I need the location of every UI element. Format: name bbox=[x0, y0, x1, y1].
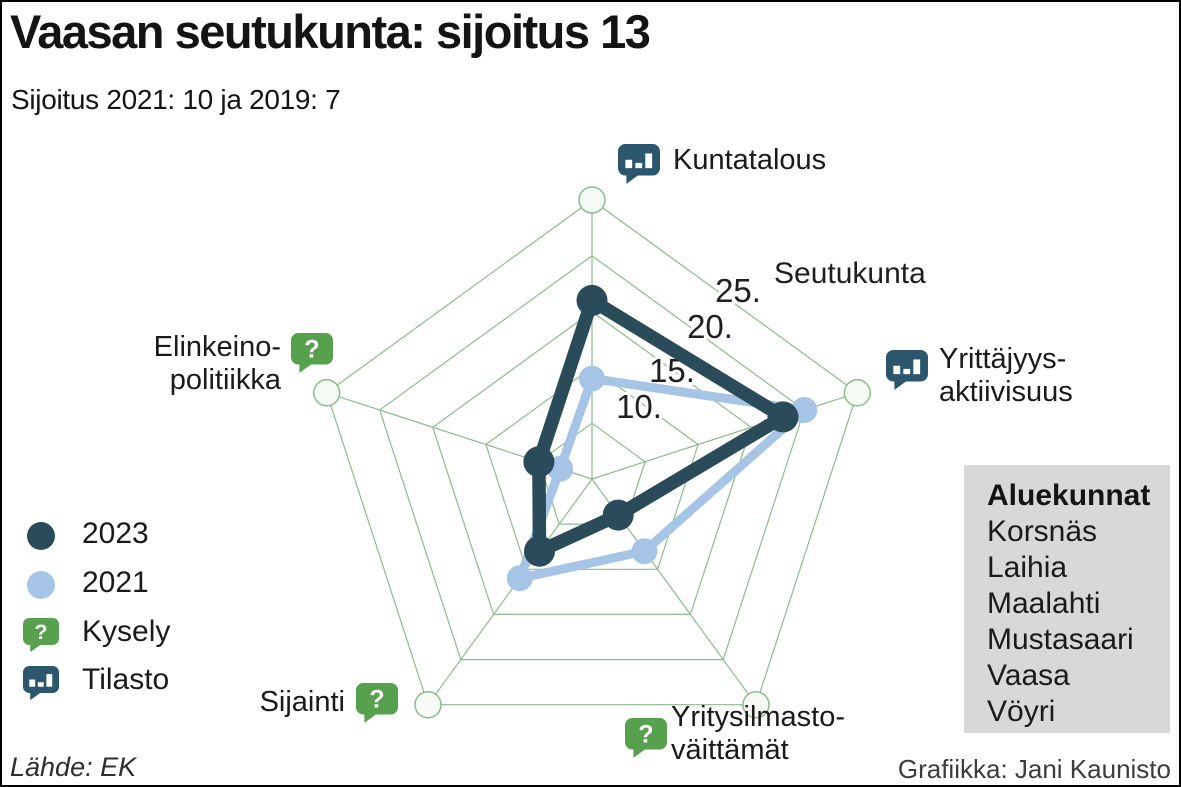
tick-label-20: 20. bbox=[687, 308, 733, 345]
legend-kysely-icon-svg: ? bbox=[23, 618, 59, 653]
kysely-icon-axis-4-bubble bbox=[291, 333, 333, 373]
data-point-2021-0 bbox=[579, 365, 605, 392]
tilasto-icon-axis-1-bar3 bbox=[913, 359, 921, 375]
kysely-icon-axis-2-svg: ? bbox=[625, 718, 667, 758]
data-point-2023-1 bbox=[767, 401, 799, 433]
data-point-2023-3 bbox=[524, 535, 555, 567]
tilasto-icon-axis-0 bbox=[618, 144, 660, 184]
tilasto-icon-axis-0-bar2 bbox=[635, 162, 643, 169]
vertex-circle-2 bbox=[742, 690, 770, 719]
axis-label-line: Yritysilmasto- bbox=[671, 701, 846, 733]
axis-label-sijainti: Sijainti bbox=[260, 686, 345, 719]
kysely-icon-axis-4-svg: ? bbox=[291, 333, 333, 373]
legend-tilasto-icon bbox=[23, 666, 59, 701]
legend-kysely-icon-bubble bbox=[23, 618, 59, 653]
legend-swatch-2021 bbox=[27, 571, 55, 599]
municipality-item: Vaasa bbox=[987, 659, 1070, 692]
credit-note: Grafiikka: Jani Kaunisto bbox=[897, 754, 1171, 784]
axis-label-line: Yrittäjyys- bbox=[939, 343, 1067, 375]
tilasto-icon-axis-1-bar1 bbox=[893, 365, 901, 375]
kysely-icon-axis-3-question-glyph: ? bbox=[369, 686, 384, 714]
data-point-2021-3 bbox=[506, 565, 533, 592]
tilasto-icon-axis-0-svg bbox=[618, 144, 660, 184]
kysely-icon-axis-2-question-glyph: ? bbox=[638, 721, 653, 749]
grid-ring-15 bbox=[432, 310, 752, 616]
tilasto-icon-axis-0-bar1 bbox=[625, 159, 633, 169]
axis-label-yritt-jyys-aktiivisuus: Yrittäjyys-aktiivisuus bbox=[939, 343, 1073, 409]
legend-label-2023: 2023 bbox=[82, 517, 149, 550]
tick-label-10: 10. bbox=[616, 388, 662, 425]
grid-ring-25 bbox=[325, 199, 859, 706]
municipality-item: Maalahti bbox=[987, 587, 1101, 620]
axis-label-line: Elinkeino- bbox=[153, 331, 281, 363]
vertex-circle-4 bbox=[312, 379, 341, 407]
axis-label-elinkeino-politiikka: Elinkeino-politiikka bbox=[154, 331, 281, 397]
source-note: Lähde: EK bbox=[10, 752, 137, 782]
axis-label-line: Kuntatalous bbox=[673, 144, 827, 176]
axis-label-line: politiikka bbox=[169, 364, 281, 396]
page-subtitle: Sijoitus 2021: 10 ja 2019: 7 bbox=[11, 84, 341, 115]
data-point-2023-2 bbox=[602, 499, 634, 531]
kysely-icon-axis-4-question-glyph: ? bbox=[304, 336, 319, 364]
grid-ring-20 bbox=[378, 255, 806, 661]
kysely-icon-axis-3-svg: ? bbox=[356, 683, 398, 723]
kysely-icon-axis-4: ? bbox=[291, 333, 333, 373]
legend-tilasto-icon-bar1 bbox=[29, 679, 36, 687]
data-point-2023-4 bbox=[523, 446, 555, 478]
axis-label-kuntatalous: Kuntatalous bbox=[673, 144, 826, 177]
legend-tilasto-icon-bar3 bbox=[46, 674, 53, 687]
municipality-item: Mustasaari bbox=[987, 623, 1134, 656]
legend-kysely-icon: ? bbox=[23, 618, 59, 653]
series-2023-line bbox=[532, 293, 790, 558]
data-point-2023-0 bbox=[576, 284, 608, 316]
municipality-item: Laihia bbox=[987, 551, 1068, 584]
legend-label-tilasto: Tilasto bbox=[82, 663, 170, 696]
legend-swatch-2023 bbox=[27, 522, 55, 550]
tilasto-icon-axis-1 bbox=[886, 350, 928, 390]
tilasto-icon-axis-1-svg bbox=[886, 350, 928, 390]
legend-label-kysely: Kysely bbox=[82, 615, 171, 648]
grid-spoke-3 bbox=[427, 478, 593, 706]
aluekunnat-box: Aluekunnat Korsnäs Laihia Maalahti Mustasaa… bbox=[964, 465, 1170, 733]
data-point-2021-2 bbox=[631, 538, 658, 565]
tick-label-25: 25. bbox=[715, 272, 761, 309]
scale-label: Seutukunta bbox=[774, 257, 926, 290]
municipality-item: Korsnäs bbox=[987, 515, 1098, 548]
legend-tilasto-icon-bar2 bbox=[37, 682, 44, 687]
axis-label-line: aktiivisuus bbox=[939, 376, 1073, 408]
tilasto-icon-axis-1-bar2 bbox=[903, 368, 911, 375]
municipality-item: Vöyri bbox=[987, 695, 1056, 728]
kysely-icon-axis-3-bubble bbox=[356, 683, 398, 723]
kysely-icon-axis-2: ? bbox=[625, 718, 667, 758]
aluekunnat-title: Aluekunnat bbox=[987, 479, 1151, 512]
axis-label-line: väittämät bbox=[671, 734, 789, 766]
vertex-circle-1 bbox=[843, 379, 872, 407]
kysely-icon-axis-2-bubble bbox=[625, 718, 667, 758]
kysely-icon-axis-3: ? bbox=[356, 683, 398, 723]
tilasto-icon-axis-0-bar3 bbox=[645, 153, 653, 169]
grid-ring-10 bbox=[485, 366, 699, 570]
axis-label-yritysilmasto-v-itt-m-t: Yritysilmasto-väittämät bbox=[671, 701, 845, 767]
vertex-circle-3 bbox=[414, 690, 442, 719]
vertex-circle-0 bbox=[578, 186, 606, 214]
legend-kysely-icon-question-glyph: ? bbox=[34, 619, 47, 644]
legend-label-2021: 2021 bbox=[82, 566, 149, 599]
aluekunnat-list: Korsnäs Laihia Maalahti Mustasaari Vaasa Vöyr… bbox=[987, 514, 1170, 730]
legend-tilasto-icon-svg bbox=[23, 666, 59, 701]
axis-label-line: Sijainti bbox=[259, 686, 345, 718]
page-title: Vaasan seutukunta: sijoitus 13 bbox=[10, 5, 651, 58]
